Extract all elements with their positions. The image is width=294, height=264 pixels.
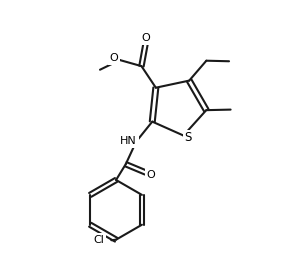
Text: Cl: Cl bbox=[93, 235, 104, 245]
Text: S: S bbox=[185, 131, 192, 144]
Text: O: O bbox=[141, 34, 150, 44]
Text: O: O bbox=[110, 53, 118, 63]
Text: O: O bbox=[147, 170, 156, 180]
Text: HN: HN bbox=[120, 136, 137, 146]
